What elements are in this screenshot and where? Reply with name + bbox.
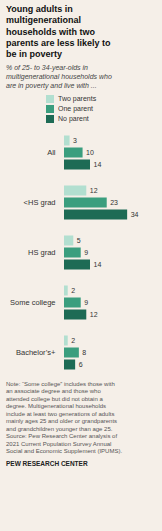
svg-text:12: 12 (90, 311, 98, 318)
svg-text:All: All (47, 148, 56, 157)
html-text:% of 25- to 34-year-olds in mu: % of 25- to 34-year-olds in multigenerat… (6, 64, 112, 89)
svg-text:10: 10 (86, 149, 94, 156)
svg-text:23: 23 (110, 199, 118, 206)
html-text:Note: “Some college” includes: Note: “Some college” includes those with… (6, 380, 123, 454)
svg-text:14: 14 (94, 161, 102, 168)
svg-text:Some college: Some college (10, 298, 55, 307)
html-text:No parent: No parent (58, 115, 89, 122)
html-text:Young adults in multigeneratio: Young adults in multigenerational househ… (6, 4, 111, 59)
svg-text:8: 8 (82, 349, 86, 356)
svg-text:14: 14 (94, 261, 102, 268)
svg-text:9: 9 (84, 249, 88, 256)
svg-text:34: 34 (131, 211, 139, 218)
svg-text:2: 2 (71, 337, 75, 344)
svg-text:12: 12 (90, 187, 98, 194)
svg-text:HS grad: HS grad (28, 248, 56, 257)
html-text:One parent: One parent (58, 105, 93, 112)
svg-text:6: 6 (79, 361, 83, 368)
html-text:PEW RESEARCH CENTER: PEW RESEARCH CENTER (6, 459, 88, 467)
svg-text:<HS grad: <HS grad (24, 198, 56, 207)
svg-text:2: 2 (71, 287, 75, 294)
svg-text:5: 5 (77, 237, 81, 244)
html-text:Two parents: Two parents (58, 95, 97, 102)
svg-text:9: 9 (84, 299, 88, 306)
svg-text:3: 3 (73, 137, 77, 144)
svg-text:Bachelor’s+: Bachelor’s+ (16, 348, 56, 357)
